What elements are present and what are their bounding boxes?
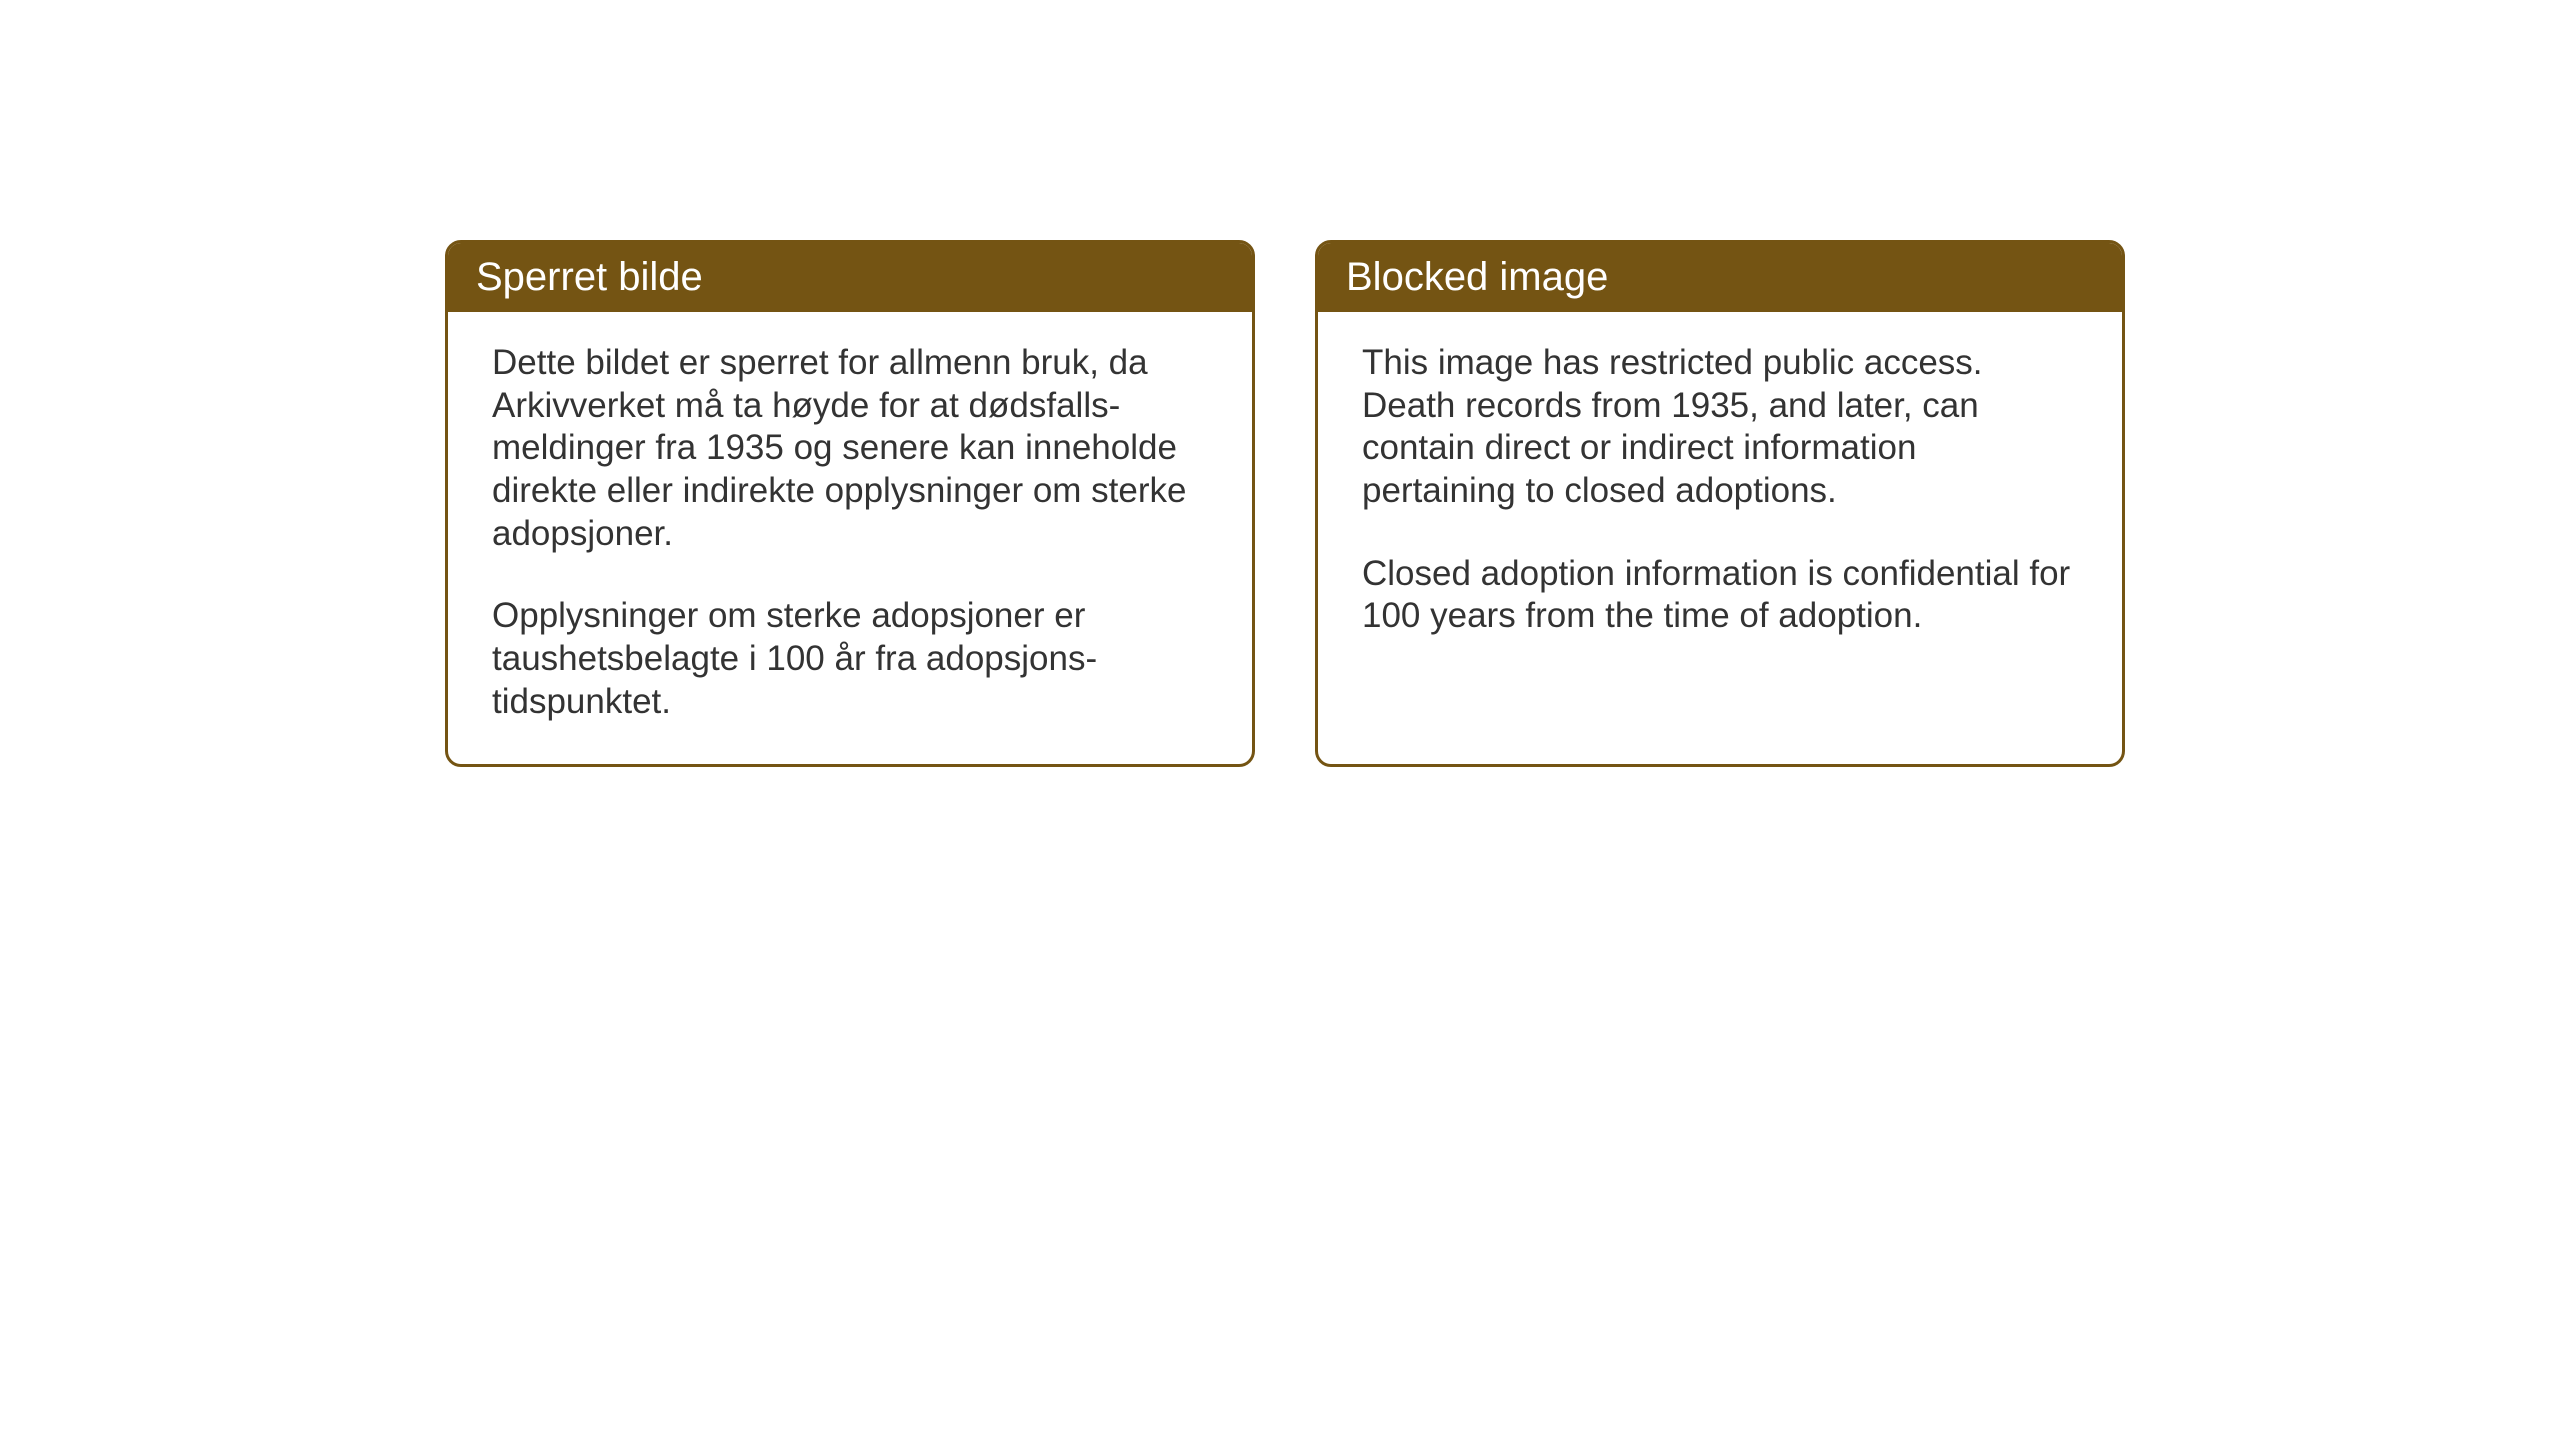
- card-paragraph-2-norwegian: Opplysninger om sterke adopsjoner er tau…: [492, 595, 1208, 723]
- card-paragraph-1-english: This image has restricted public access.…: [1362, 342, 2078, 513]
- cards-container: Sperret bilde Dette bildet er sperret fo…: [445, 240, 2125, 767]
- blocked-image-card-norwegian: Sperret bilde Dette bildet er sperret fo…: [445, 240, 1255, 767]
- card-header-norwegian: Sperret bilde: [448, 243, 1252, 312]
- card-paragraph-1-norwegian: Dette bildet er sperret for allmenn bruk…: [492, 342, 1208, 555]
- blocked-image-card-english: Blocked image This image has restricted …: [1315, 240, 2125, 767]
- card-body-norwegian: Dette bildet er sperret for allmenn bruk…: [448, 312, 1252, 764]
- card-header-english: Blocked image: [1318, 243, 2122, 312]
- card-body-english: This image has restricted public access.…: [1318, 312, 2122, 678]
- card-paragraph-2-english: Closed adoption information is confident…: [1362, 553, 2078, 638]
